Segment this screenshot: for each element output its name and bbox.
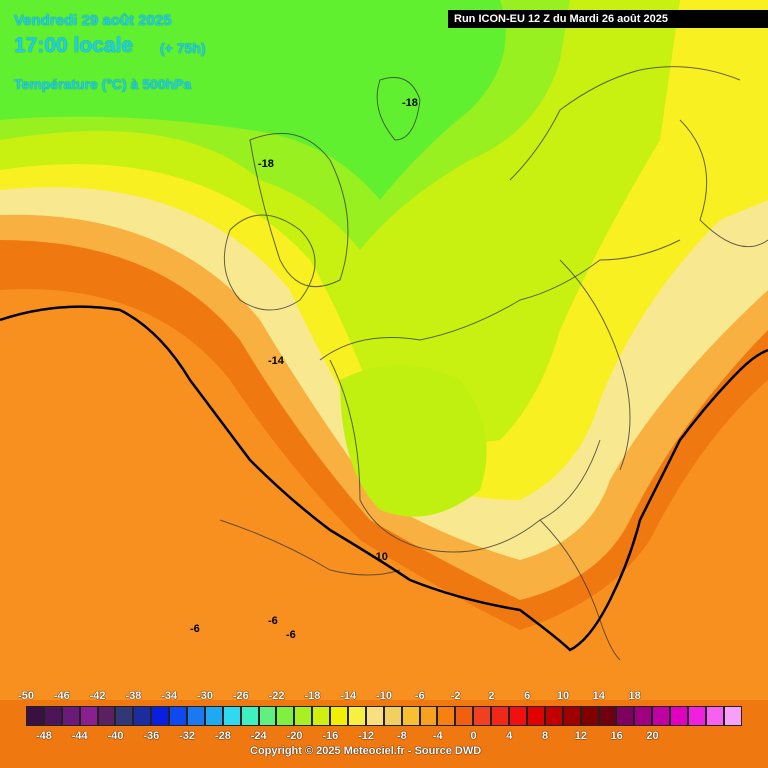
legend-label: -32: [179, 730, 196, 742]
legend-label: -38: [125, 690, 142, 702]
legend-label: -24: [250, 730, 267, 742]
field-orange: [0, 289, 768, 700]
legend-swatch: [294, 706, 313, 726]
legend-label: 18: [628, 690, 641, 702]
legend-label: -42: [89, 690, 106, 702]
legend-label: -44: [71, 730, 88, 742]
isoline-label: -18: [402, 97, 418, 109]
legend-label: 14: [592, 690, 605, 702]
legend-swatch: [133, 706, 152, 726]
isoline-label: -18: [258, 158, 274, 170]
legend-label: -26: [232, 690, 249, 702]
legend-swatch: [401, 706, 420, 726]
legend-label: -10: [376, 690, 392, 702]
legend-swatch: [258, 706, 277, 726]
legend-label: -46: [53, 690, 70, 702]
legend-swatch: [276, 706, 295, 726]
legend-swatch: [455, 706, 474, 726]
legend-swatch: [169, 706, 188, 726]
legend-label: -50: [18, 690, 34, 702]
legend-label: -12: [358, 730, 375, 742]
isoline-label: -14: [268, 355, 284, 367]
legend-label: 2: [488, 690, 495, 702]
run-info: Run ICON-EU 12 Z du Mardi 26 août 2025: [448, 10, 768, 28]
legend-swatch: [670, 706, 688, 726]
legend-label: 0: [470, 730, 477, 742]
legend-label: -28: [214, 730, 231, 742]
legend-swatch: [562, 706, 581, 726]
forecast-lead: (+ 75h): [160, 40, 206, 56]
legend-swatch: [634, 706, 653, 726]
legend-swatch: [705, 706, 724, 726]
legend-swatch: [348, 706, 366, 726]
legend-swatch: [544, 706, 563, 726]
isoline-bold: [0, 305, 768, 652]
legend-label: -30: [197, 690, 213, 702]
forecast-time: 17:00 locale: [14, 34, 134, 57]
legend-swatch: [330, 706, 349, 726]
legend-swatch: [616, 706, 635, 726]
legend-swatch: [526, 706, 545, 726]
legend-swatch: [437, 706, 456, 726]
legend-label: 8: [542, 730, 549, 742]
forecast-date: Vendredi 29 août 2025: [14, 12, 172, 29]
legend-label: -22: [268, 690, 285, 702]
legend-label: 10: [556, 690, 570, 702]
legend-swatch: [598, 706, 617, 726]
copyright: Copyright © 2025 Meteociel.fr - Source D…: [250, 745, 482, 757]
field-central-blob: [340, 365, 487, 517]
legend-swatch: [79, 706, 98, 726]
legend-label: 12: [574, 730, 588, 742]
legend-swatch: [26, 706, 44, 726]
legend-swatch: [61, 706, 80, 726]
legend-swatch: [187, 706, 205, 726]
legend-swatch: [580, 706, 599, 726]
legend-swatch: [222, 706, 241, 726]
legend-swatch: [115, 706, 134, 726]
legend-swatch: [383, 706, 402, 726]
legend-swatch: [473, 706, 492, 726]
field-green: [0, 0, 506, 200]
isoline-label: -6: [190, 623, 200, 635]
legend-label: 4: [506, 730, 513, 742]
legend-label: -14: [340, 690, 357, 702]
legend-swatch: [204, 706, 223, 726]
legend-swatch: [687, 706, 706, 726]
legend-swatch: [419, 706, 438, 726]
legend-swatch: [652, 706, 671, 726]
legend-label: -8: [397, 730, 407, 742]
legend-swatch: [240, 706, 259, 726]
legend-color-scale: [26, 706, 742, 726]
legend-bottom-labels: -48 -44 -40 -36 -32 -28 -24 -20 -16 -12 -8 -4 0 4 8 12 1…: [0, 730, 768, 744]
legend-swatch: [723, 706, 742, 726]
legend-top-labels: -50 -46 -42 -38 -34 -30 -26 -22 -18 -14 -10 -6 -2 2 6 1…: [0, 690, 768, 704]
legend-label: -2: [450, 690, 461, 702]
legend-label: -18: [304, 690, 321, 702]
legend-swatch: [365, 706, 384, 726]
legend-swatch: [312, 706, 331, 726]
legend-label: 6: [524, 690, 531, 702]
legend-label: -40: [107, 730, 124, 742]
legend-label: 16: [610, 730, 623, 742]
legend-swatch: [151, 706, 170, 726]
legend-swatch: [509, 706, 527, 726]
legend-label: -20: [286, 730, 303, 742]
isoline-label: -10: [372, 551, 388, 563]
legend-swatch: [97, 706, 116, 726]
legend-label: -48: [35, 730, 52, 742]
legend-swatch: [491, 706, 510, 726]
legend-label: -36: [143, 730, 160, 742]
legend-label: -16: [322, 730, 339, 742]
legend-swatch: [43, 706, 62, 726]
legend-label: -4: [432, 730, 443, 742]
isoline-label: -6: [286, 629, 296, 641]
isoline-label: -6: [268, 615, 278, 627]
field-title: Température (°C) à 500hPa: [14, 76, 192, 92]
coastlines: [219, 66, 768, 661]
legend-label: -6: [414, 690, 425, 702]
legend-label: -34: [161, 690, 178, 702]
legend-label: 20: [646, 730, 659, 742]
